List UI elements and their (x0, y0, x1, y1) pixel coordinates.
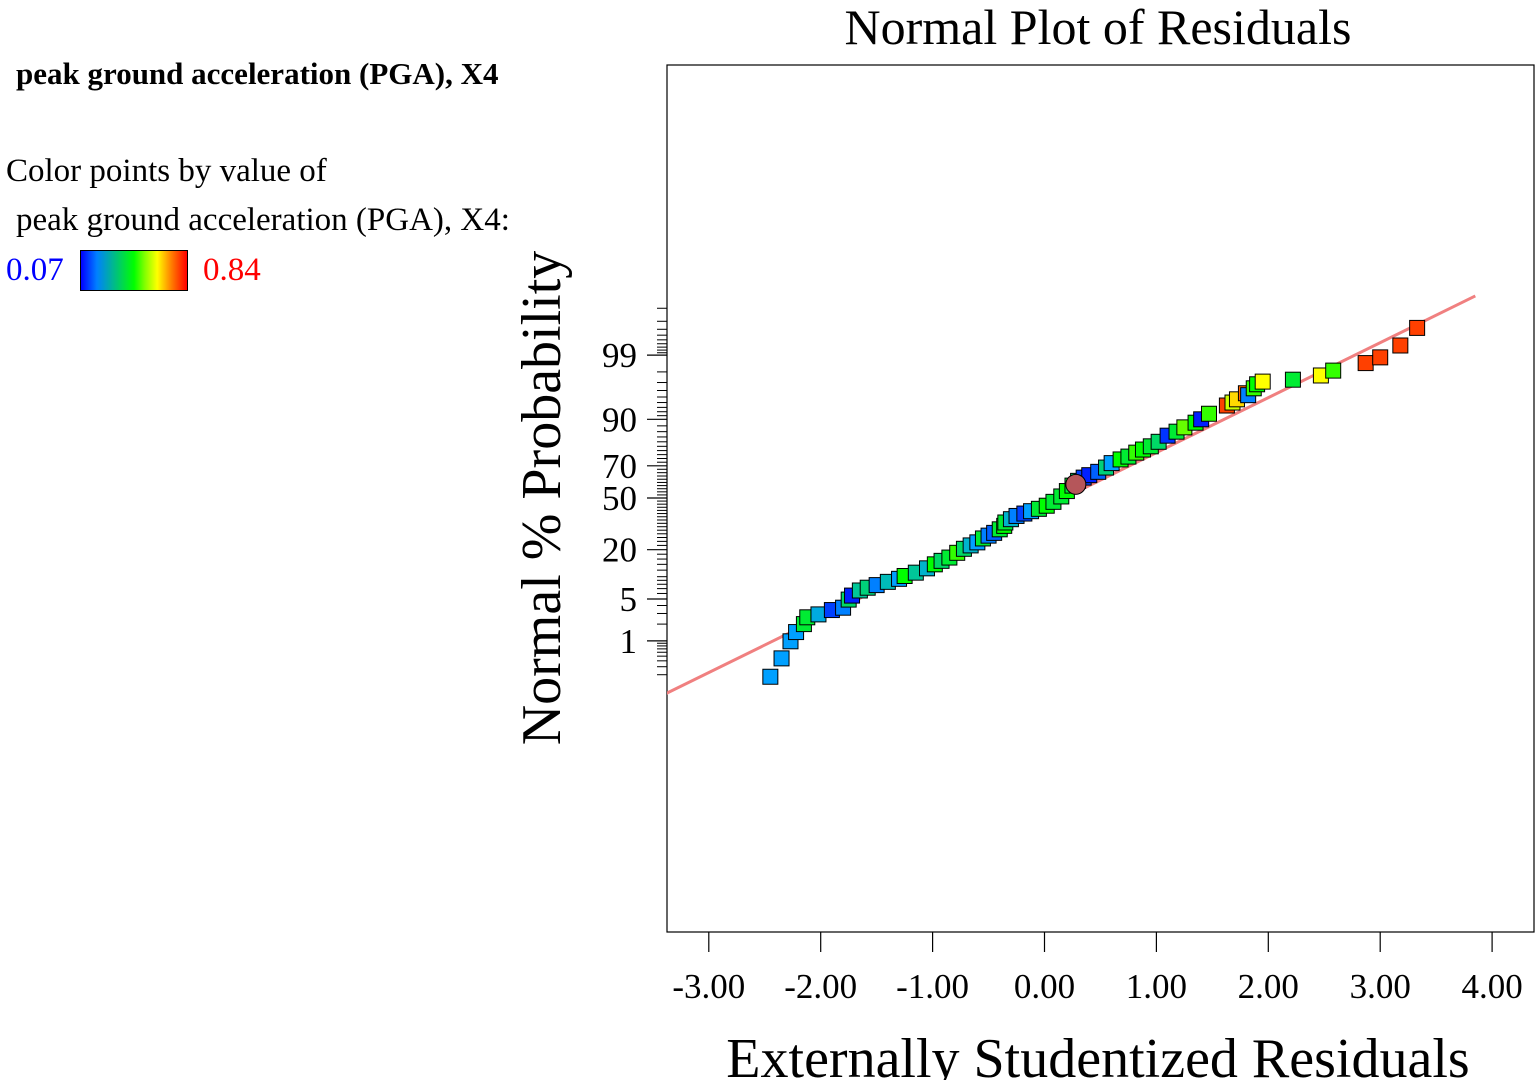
legend-max-label: 0.84 (203, 252, 261, 288)
residual-point (1357, 355, 1374, 372)
legend-variable-name: peak ground acceleration (PGA), X4: (16, 202, 510, 238)
color-gradient-bar (80, 250, 188, 291)
y-tick-label: 50 (602, 479, 637, 518)
x-tick-label: 0.00 (1014, 967, 1075, 1006)
legend-min-label: 0.07 (6, 252, 64, 288)
residual-point (1254, 373, 1271, 390)
x-tick-label: -3.00 (672, 967, 745, 1006)
residual-point (1392, 337, 1409, 354)
residual-point (1372, 349, 1389, 366)
plot-frame (666, 64, 1535, 933)
x-tick-label: 1.00 (1126, 967, 1187, 1006)
legend-description: Color points by value of (6, 153, 327, 189)
x-axis: -3.00 -2.00 -1.00 0.00 1.00 2.00 3.00 4.00 (672, 932, 1523, 1006)
y-tick-label: 1 (620, 622, 638, 661)
x-tick-label: 3.00 (1350, 967, 1411, 1006)
residual-point-circle (1065, 473, 1087, 495)
residual-point (773, 650, 790, 667)
residual-point (1409, 319, 1426, 336)
y-tick-label: 99 (602, 336, 637, 375)
data-points (762, 319, 1426, 685)
chart-title: Normal Plot of Residuals (845, 0, 1352, 55)
x-tick-label: 2.00 (1238, 967, 1299, 1006)
x-tick-label: -1.00 (896, 967, 969, 1006)
legend-title: peak ground acceleration (PGA), X4 (16, 56, 499, 91)
y-axis-label: Normal % Probability (511, 251, 573, 746)
y-tick-label: 5 (620, 580, 638, 619)
y-tick-label: 20 (602, 531, 637, 570)
y-tick-label: 70 (602, 447, 637, 486)
y-tick-label: 90 (602, 400, 637, 439)
x-axis-label: Externally Studentized Residuals (726, 1028, 1469, 1080)
chart-title-group: Normal Plot of Residuals (845, 0, 1352, 55)
x-tick-label: 4.00 (1461, 967, 1522, 1006)
residual-point (1325, 362, 1342, 379)
residual-point (810, 606, 827, 623)
residual-point (762, 668, 779, 685)
x-tick-label: -2.00 (784, 967, 857, 1006)
residual-point (1284, 371, 1301, 388)
residual-point (1200, 405, 1217, 422)
